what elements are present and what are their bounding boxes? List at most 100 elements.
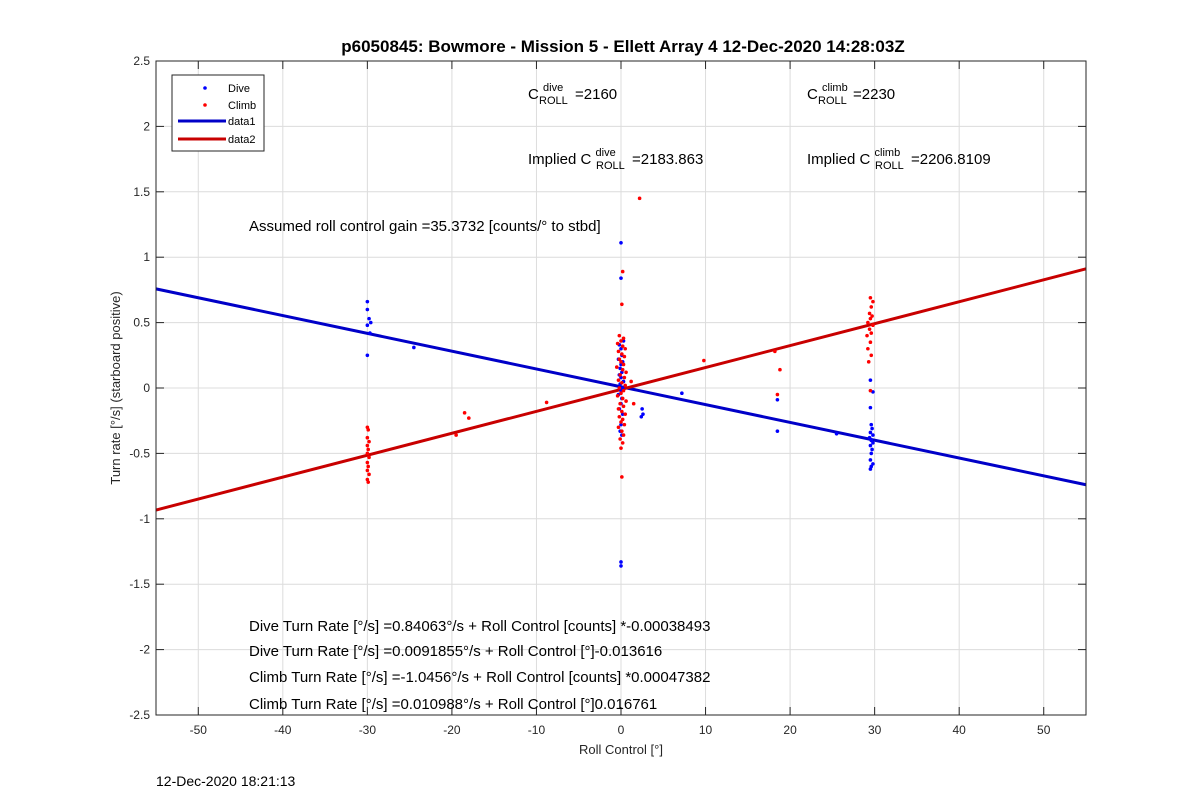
dive-point <box>869 451 874 456</box>
dive-point <box>868 405 873 410</box>
dive-point <box>640 407 644 411</box>
dive-point <box>871 441 875 445</box>
c-dive-value: =2160 <box>575 86 617 103</box>
climb-point <box>366 447 371 452</box>
x-tick-label: -20 <box>443 723 461 737</box>
climb-point <box>620 441 625 445</box>
climb-point <box>615 394 620 398</box>
climb-point <box>619 420 623 424</box>
climb-point <box>778 367 782 372</box>
x-tick-label: 0 <box>618 723 625 737</box>
y-tick-label: 1.5 <box>133 185 150 199</box>
climb-point <box>367 472 371 477</box>
climb-point <box>871 323 875 328</box>
dive-point <box>412 345 416 350</box>
legend-data1-label: data1 <box>228 116 256 128</box>
x-tick-label: 40 <box>953 723 967 737</box>
climb-point <box>617 357 622 362</box>
climb-point <box>366 428 371 432</box>
climb-point <box>868 295 873 300</box>
climb-point <box>621 388 626 393</box>
legend-climb-marker <box>203 103 207 107</box>
dive-point <box>639 414 644 419</box>
dive-point <box>365 323 370 328</box>
climb-point <box>454 433 458 437</box>
climb-point <box>367 455 371 460</box>
climb-point <box>620 417 625 422</box>
dive-point <box>834 431 839 436</box>
climb-point <box>614 365 619 369</box>
dive-point <box>680 391 684 396</box>
climb-point <box>622 354 627 359</box>
x-tick-label: -10 <box>528 723 546 737</box>
dive-point <box>775 429 780 433</box>
climb-point <box>624 370 628 375</box>
axis-ticks: -50 -40 -30 -20 -10 0 10 20 30 40 50-2.5-2-1.5-1-0… <box>129 54 1086 737</box>
dive-point <box>868 443 873 448</box>
implied-climb-value: =2206.8109 <box>911 151 991 168</box>
dive-point <box>868 378 873 382</box>
climb-point <box>622 422 627 427</box>
c-climb-annotation: C climb ROLL =2230 <box>807 78 895 108</box>
c-dive-main: C <box>528 86 539 103</box>
climb-point <box>620 352 624 356</box>
dive-point <box>619 388 623 393</box>
x-tick-label: 10 <box>699 723 713 737</box>
climb-point <box>367 439 371 444</box>
climb-point <box>621 433 626 437</box>
climb-equation-degrees: Climb Turn Rate [°/s] =0.010988°/s + Rol… <box>249 696 657 713</box>
climb-point <box>623 383 628 388</box>
y-tick-label: -2.5 <box>129 708 150 722</box>
implied-climb-sup: climb <box>875 147 901 159</box>
dive-point <box>871 433 875 437</box>
dive-point <box>367 316 371 321</box>
legend: Dive Climb data1 data2 <box>171 74 265 152</box>
y-axis-label: Turn rate [°/s] (starboard positive) <box>108 291 123 484</box>
climb-point <box>869 353 874 358</box>
c-dive-sub: ROLL <box>539 95 568 107</box>
y-tick-label: 1 <box>143 250 150 264</box>
climb-point <box>869 331 874 335</box>
dive-point <box>368 331 372 335</box>
climb-point <box>615 341 620 346</box>
climb-point <box>619 360 623 364</box>
legend-data2-label: data2 <box>228 134 256 146</box>
climb-point <box>621 336 626 341</box>
climb-point <box>866 320 870 325</box>
climb-point <box>870 314 874 318</box>
dive-point <box>619 346 623 351</box>
climb-point <box>544 400 549 405</box>
climb-point <box>617 386 622 390</box>
c-climb-value: =2230 <box>853 86 895 103</box>
climb-point <box>616 425 621 430</box>
c-dive-sup: dive <box>543 82 563 94</box>
x-axis-label: Roll Control [°] <box>579 742 663 757</box>
implied-dive-sub: ROLL <box>596 160 625 172</box>
climb-point <box>775 392 780 397</box>
chart-title: p6050845: Bowmore - Mission 5 - Ellett A… <box>341 37 904 56</box>
climb-point <box>620 302 624 307</box>
implied-dive-value: =2183.863 <box>632 151 703 168</box>
climb-point <box>868 316 873 321</box>
climb-point <box>869 305 874 309</box>
dive-point <box>868 458 873 462</box>
climb-point <box>621 404 626 409</box>
dive-point <box>871 462 875 466</box>
climb-point <box>773 349 777 354</box>
climb-point <box>866 346 870 351</box>
y-tick-label: 0 <box>143 381 150 395</box>
dive-point <box>621 339 626 343</box>
climb-point <box>631 401 636 406</box>
climb-point <box>629 379 633 384</box>
dive-equation-counts: Dive Turn Rate [°/s] =0.84063°/s + Roll … <box>249 618 710 635</box>
climb-point <box>620 409 624 414</box>
climb-point <box>365 468 370 473</box>
implied-dive-main: Implied C <box>528 151 592 168</box>
dive-point <box>365 299 370 304</box>
x-tick-label: 50 <box>1037 723 1051 737</box>
climb-point <box>866 360 871 364</box>
legend-dive-label: Dive <box>228 83 250 95</box>
climb-point <box>462 411 467 415</box>
climb-point <box>618 401 622 406</box>
climb-point <box>366 480 371 484</box>
